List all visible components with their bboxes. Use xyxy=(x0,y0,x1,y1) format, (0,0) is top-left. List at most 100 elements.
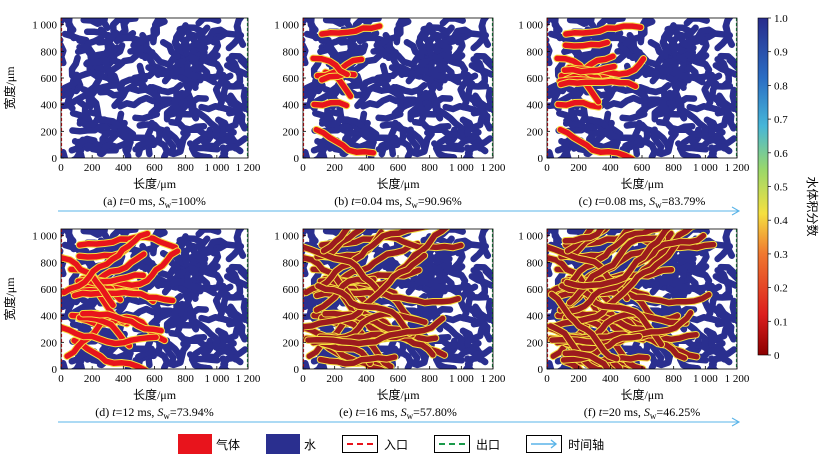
y-axis-label: 宽度/μm xyxy=(2,277,17,321)
gas-channel xyxy=(557,126,635,158)
water-channel xyxy=(359,94,400,110)
colorbar-tick-label: 0.7 xyxy=(774,114,788,126)
x-tick-label: 1 000 xyxy=(204,373,229,385)
water-channel xyxy=(361,119,393,142)
pore-network xyxy=(303,229,493,369)
panel-caption: (f) t=20 ms, Sw=46.25% xyxy=(584,405,700,421)
x-tick-label: 0 xyxy=(544,373,550,385)
y-tick-label: 1 000 xyxy=(518,20,543,32)
x-tick-label: 1 200 xyxy=(236,373,261,385)
water-channel xyxy=(145,64,173,78)
water-channel xyxy=(468,62,493,78)
legend-item-outlet: 出口 xyxy=(434,435,500,453)
gas-channel xyxy=(61,324,159,347)
y-tick-label: 1 000 xyxy=(274,20,299,32)
x-tick-label: 0 xyxy=(300,162,306,174)
water-channel xyxy=(195,229,222,238)
y-tick-label: 400 xyxy=(527,100,544,112)
colorbar-tick-label: 1.0 xyxy=(774,13,788,25)
panel-caption: (b) t=0.04 ms, Sw=90.96% xyxy=(334,194,461,210)
x-tick-label: 200 xyxy=(84,373,101,385)
water-channel xyxy=(155,18,166,27)
x-tick-label: 1 200 xyxy=(481,162,506,174)
water-channel xyxy=(694,26,719,46)
x-tick-label: 200 xyxy=(570,373,587,385)
x-tick-label: 1 000 xyxy=(204,162,229,174)
x-tick-label: 1 000 xyxy=(449,373,474,385)
panel-f: 0 200 400 600 800 1 000 1 200 0 200 400 600 800 1 00… xyxy=(518,228,750,421)
x-axis-label: 长度/μm xyxy=(133,176,177,191)
water-channel xyxy=(195,153,213,158)
x-tick-label: 400 xyxy=(115,162,132,174)
water-channel xyxy=(708,354,733,369)
water-channel xyxy=(180,123,208,137)
gas-channel xyxy=(547,229,672,296)
water-channel xyxy=(319,116,365,129)
y-tick-label: 400 xyxy=(283,100,300,112)
water-channel xyxy=(171,299,191,326)
water-channel xyxy=(70,144,86,158)
y-tick-label: 1 000 xyxy=(518,231,543,243)
inlet-swatch xyxy=(342,435,379,453)
water-channel xyxy=(162,337,177,367)
water-channel xyxy=(695,36,710,60)
water-channel xyxy=(701,72,723,111)
water-channel xyxy=(441,321,467,354)
water-channel xyxy=(405,126,421,156)
water-channel xyxy=(76,116,122,129)
water-channel xyxy=(379,121,407,146)
time-axis-head xyxy=(731,417,741,427)
water-channel xyxy=(470,92,488,131)
gas-channel xyxy=(322,310,439,343)
water-channel xyxy=(195,18,222,27)
x-tick-label: 200 xyxy=(326,373,343,385)
x-tick-label: 400 xyxy=(358,162,375,174)
water-channel xyxy=(576,18,598,31)
colorbar-tick-label: 0.1 xyxy=(774,316,788,328)
water-channel xyxy=(622,23,648,47)
gas-channel xyxy=(80,310,164,334)
water-channel xyxy=(470,319,493,343)
water-channel xyxy=(729,86,737,112)
x-tick-label: 800 xyxy=(665,162,682,174)
water-channel xyxy=(85,82,122,110)
water-channel xyxy=(180,334,208,348)
water-channel xyxy=(185,301,200,333)
water-channel xyxy=(223,62,248,78)
water-channel xyxy=(74,34,105,55)
gas-channel xyxy=(562,229,605,244)
panel-caption: (e) t=16 ms, Sw=57.80% xyxy=(339,405,457,421)
x-tick-label: 1 200 xyxy=(481,373,506,385)
water-channel xyxy=(668,123,696,137)
x-tick-label: 800 xyxy=(421,162,438,174)
water-channel xyxy=(729,297,737,323)
outlet-swatch xyxy=(434,435,471,453)
water-channel xyxy=(424,123,452,137)
water-channel xyxy=(312,355,329,369)
water-channel xyxy=(547,30,576,44)
panel-caption: (a) t=0 ms, Sw=100% xyxy=(103,194,206,210)
water-channel xyxy=(398,18,410,27)
x-tick-label: 800 xyxy=(177,162,194,174)
water-channel xyxy=(708,143,733,158)
y-tick-label: 0 xyxy=(52,153,58,165)
water-channel xyxy=(70,355,86,369)
panel-caption: (c) t=0.08 ms, Sw=83.79% xyxy=(579,194,706,210)
x-axis-label: 长度/μm xyxy=(133,387,177,402)
y-tick-label: 0 xyxy=(294,153,300,165)
gas-channel xyxy=(563,23,644,37)
water-channel xyxy=(695,247,710,271)
water-channel xyxy=(488,335,493,342)
water-channel xyxy=(378,23,404,47)
y-tick-label: 400 xyxy=(283,311,300,323)
x-axis-label: 长度/μm xyxy=(376,387,420,402)
water-channel xyxy=(647,39,669,60)
gas-channel xyxy=(305,315,446,347)
water-channel xyxy=(547,360,555,369)
water-channel xyxy=(488,124,493,131)
water-channel xyxy=(428,60,454,82)
water-channel xyxy=(388,64,416,78)
pore-network xyxy=(547,229,737,369)
water-channel xyxy=(182,243,195,268)
